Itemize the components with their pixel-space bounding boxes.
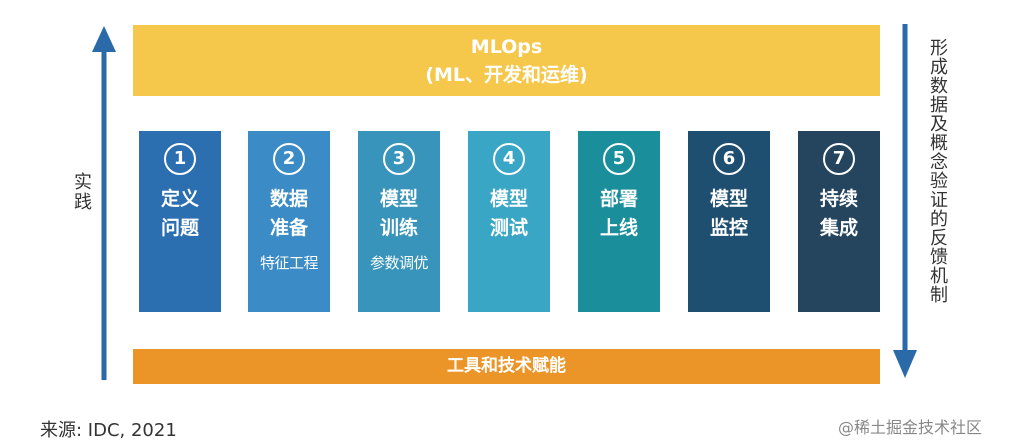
step-number: 5 bbox=[603, 143, 635, 175]
step-title-line1: 模型 bbox=[489, 188, 528, 210]
step-title-line2: 问题 bbox=[160, 217, 199, 239]
step-number: 2 bbox=[273, 143, 305, 175]
step-4: 4 模型测试 bbox=[468, 131, 550, 312]
down-arrow-icon bbox=[893, 24, 917, 378]
mlops-subtitle: (ML、开发和运维) bbox=[425, 64, 588, 86]
step-number: 1 bbox=[164, 143, 196, 175]
step-title-line1: 持续 bbox=[819, 188, 858, 210]
mlops-bar: MLOps (ML、开发和运维) bbox=[133, 25, 880, 96]
step-title-line2: 上线 bbox=[599, 217, 638, 239]
practice-label: 实践 bbox=[71, 172, 92, 212]
step-title: 模型 测试 bbox=[468, 185, 550, 243]
mlops-title: MLOps bbox=[470, 36, 543, 58]
watermark: @稀土掘金技术社区 bbox=[838, 418, 983, 437]
tools-bar: 工具和技术赋能 bbox=[133, 349, 880, 384]
step-title-line1: 部署 bbox=[599, 188, 638, 210]
step-title-line2: 准备 bbox=[269, 217, 308, 239]
step-title-line2: 监控 bbox=[709, 217, 748, 239]
feedback-label: 形成数据及概念验证的反馈机制 bbox=[927, 38, 948, 304]
step-subtitle: 特征工程 bbox=[259, 254, 319, 272]
step-number: 6 bbox=[713, 143, 745, 175]
step-7: 7 持续集成 bbox=[798, 131, 880, 312]
step-title-line2: 训练 bbox=[379, 217, 418, 239]
step-title: 定义 问题 bbox=[139, 185, 221, 243]
step-title-line1: 定义 bbox=[160, 188, 199, 210]
step-title-line1: 模型 bbox=[709, 188, 748, 210]
up-arrow-icon bbox=[92, 26, 116, 380]
step-1: 1 定义问题 bbox=[139, 131, 221, 312]
step-number: 7 bbox=[823, 143, 855, 175]
step-number: 4 bbox=[493, 143, 525, 175]
step-title-line1: 模型 bbox=[379, 188, 418, 210]
step-title-line2: 测试 bbox=[489, 217, 528, 239]
step-2: 2 数据准备 特征工程 bbox=[248, 131, 330, 312]
step-title: 部署 上线 bbox=[578, 185, 660, 243]
step-5: 5 部署上线 bbox=[578, 131, 660, 312]
step-title-line2: 集成 bbox=[819, 217, 858, 239]
step-title-line1: 数据 bbox=[269, 188, 308, 210]
step-title: 模型 训练 bbox=[358, 185, 440, 243]
step-number: 3 bbox=[383, 143, 415, 175]
step-title: 持续 集成 bbox=[798, 185, 880, 243]
step-3: 3 模型训练 参数调优 bbox=[358, 131, 440, 312]
step-subtitle: 参数调优 bbox=[369, 254, 429, 272]
step-title: 模型 监控 bbox=[688, 185, 770, 243]
step-title: 数据 准备 bbox=[248, 185, 330, 243]
step-6: 6 模型监控 bbox=[688, 131, 770, 312]
source-note: 来源: IDC, 2021 bbox=[40, 420, 177, 441]
